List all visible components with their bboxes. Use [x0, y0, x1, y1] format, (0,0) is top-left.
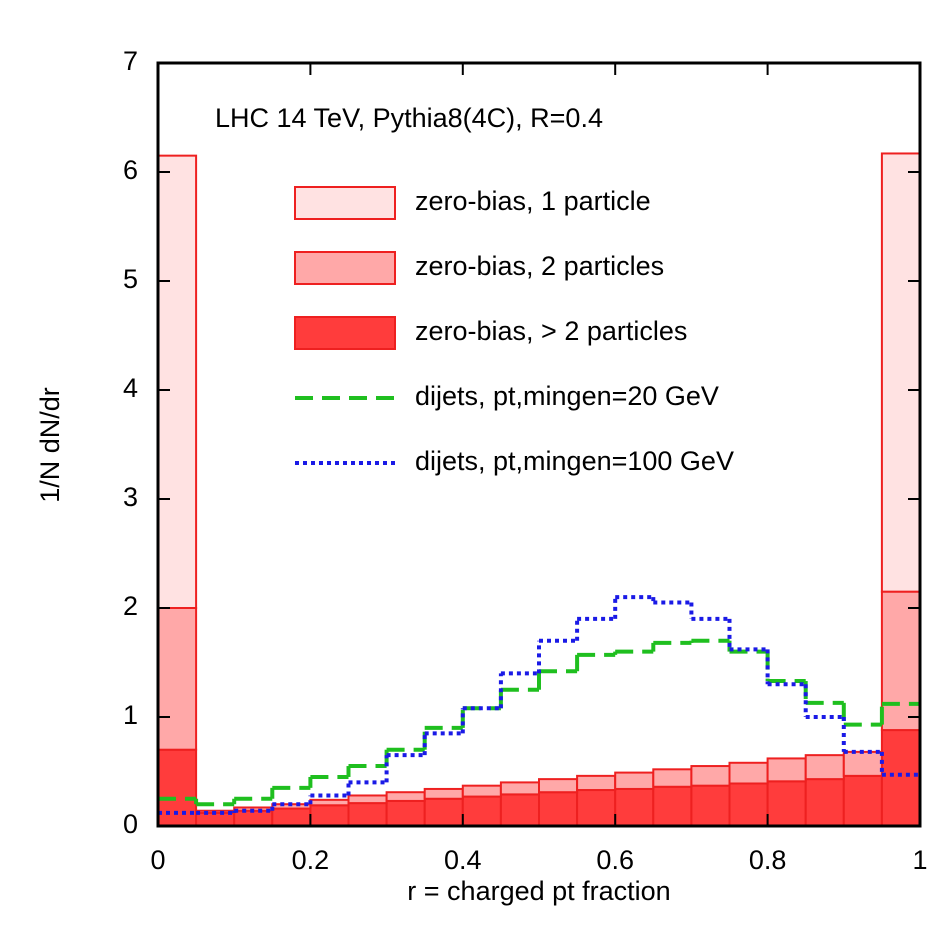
bar-segment	[499, 793, 540, 828]
bar-segment	[461, 795, 502, 828]
bar-segment	[461, 784, 502, 798]
bar-segment	[842, 750, 883, 777]
bar-segment	[766, 757, 807, 783]
bar-segment	[842, 774, 883, 827]
bar-segment	[538, 778, 579, 794]
bar-segment	[576, 789, 617, 828]
x-tick-label: 0.4	[444, 845, 482, 875]
bar-segment	[652, 785, 693, 828]
y-tick-label: 2	[123, 591, 138, 621]
bar-segment	[347, 802, 388, 827]
legend-swatch	[294, 186, 396, 220]
legend-swatch	[294, 251, 396, 285]
x-tick-label: 0.2	[292, 845, 330, 875]
bar-segment	[880, 590, 922, 732]
x-tick-label: 0	[150, 845, 165, 875]
legend-label: dijets, pt,mingen=100 GeV	[415, 446, 734, 476]
y-tick-label: 1	[123, 700, 138, 730]
y-tick-label: 6	[123, 155, 138, 185]
legend-label: zero-bias, > 2 particles	[415, 316, 687, 346]
bar-segment	[499, 781, 540, 796]
bar-segment	[385, 799, 426, 827]
y-tick-label: 7	[123, 46, 138, 76]
bar-segment	[880, 152, 922, 593]
legend-label: dijets, pt,mingen=20 GeV	[415, 381, 719, 411]
legend-swatch	[294, 316, 396, 350]
x-tick-label: 0.8	[749, 845, 787, 875]
plot-frame	[156, 61, 922, 828]
bar-segment	[576, 774, 617, 792]
legend-label: zero-bias, 2 particles	[415, 251, 664, 281]
x-tick-label: 0.6	[596, 845, 634, 875]
bar-segment	[538, 791, 579, 828]
bar-segment	[690, 784, 731, 827]
annotation: LHC 14 TeV, Pythia8(4C), R=0.4	[215, 103, 603, 133]
bar-segment	[423, 787, 464, 800]
bar-segment	[271, 807, 312, 827]
bar-segment	[233, 809, 274, 827]
bar-segment	[652, 768, 693, 788]
bar-segment	[157, 154, 198, 609]
y-tick-label: 4	[123, 373, 138, 403]
bar-segment	[728, 761, 769, 785]
y-axis-label: 1/N dN/dr	[35, 387, 65, 503]
y-tick-label: 3	[123, 482, 138, 512]
bar-segment	[728, 782, 769, 827]
bar-segment	[766, 780, 807, 827]
bar-segment	[309, 804, 350, 827]
bar-segment	[614, 771, 655, 790]
y-tick-label: 0	[123, 809, 138, 839]
y-tick-label: 5	[123, 264, 138, 294]
bar-segment	[804, 754, 845, 781]
bar-segment	[157, 607, 198, 751]
x-axis-label: r = charged pt fraction	[407, 876, 670, 906]
bar-segment	[309, 798, 350, 807]
bar-segment	[880, 729, 922, 828]
bar-segment	[347, 794, 388, 805]
bar-segment	[690, 765, 731, 787]
x-tick-label: 1	[912, 845, 927, 875]
bar-segment	[614, 787, 655, 828]
legend-label: zero-bias, 1 particle	[415, 186, 651, 216]
bar-segment	[423, 797, 464, 827]
bar-segment	[804, 778, 845, 828]
bar-segment	[385, 791, 426, 802]
